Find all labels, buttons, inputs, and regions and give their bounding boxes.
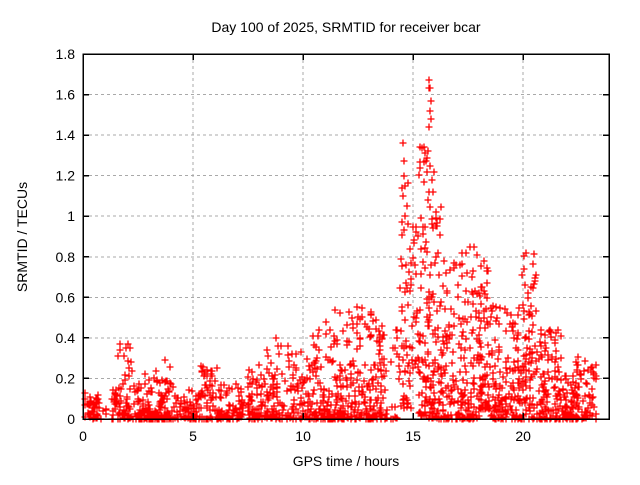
x-tick-label: 5	[189, 428, 197, 444]
y-tick-label: 0.2	[56, 370, 76, 386]
y-tick-label: 1.4	[56, 127, 76, 143]
plot-border-and-ticks	[82, 53, 610, 420]
scatter-markers	[81, 76, 600, 423]
x-axis-label: GPS time / hours	[293, 453, 400, 469]
y-tick-label: 0.4	[56, 330, 76, 346]
y-axis-label: SRMTID / TECUs	[14, 182, 30, 292]
x-tick-label: 0	[79, 428, 87, 444]
x-tick-label: 10	[295, 428, 311, 444]
x-tick-labels: 0 5 10 15 20	[79, 428, 531, 444]
y-tick-label: 0.6	[56, 289, 76, 305]
y-tick-label: 1.8	[56, 46, 76, 62]
y-tick-label: 1.2	[56, 168, 76, 184]
x-tick-label: 15	[405, 428, 421, 444]
y-tick-label: 1.6	[56, 87, 76, 103]
y-tick-label: 0	[67, 411, 75, 427]
y-tick-labels: 0 0.2 0.4 0.6 0.8 1 1.2 1.4 1.6 1.8	[56, 46, 76, 427]
data-points	[81, 76, 600, 423]
plot-border	[82, 53, 610, 420]
x-tick-label: 20	[515, 428, 531, 444]
y-tick-label: 0.8	[56, 249, 76, 265]
chart-title: Day 100 of 2025, SRMTID for receiver bca…	[211, 19, 481, 35]
y-tick-label: 1	[67, 208, 75, 224]
